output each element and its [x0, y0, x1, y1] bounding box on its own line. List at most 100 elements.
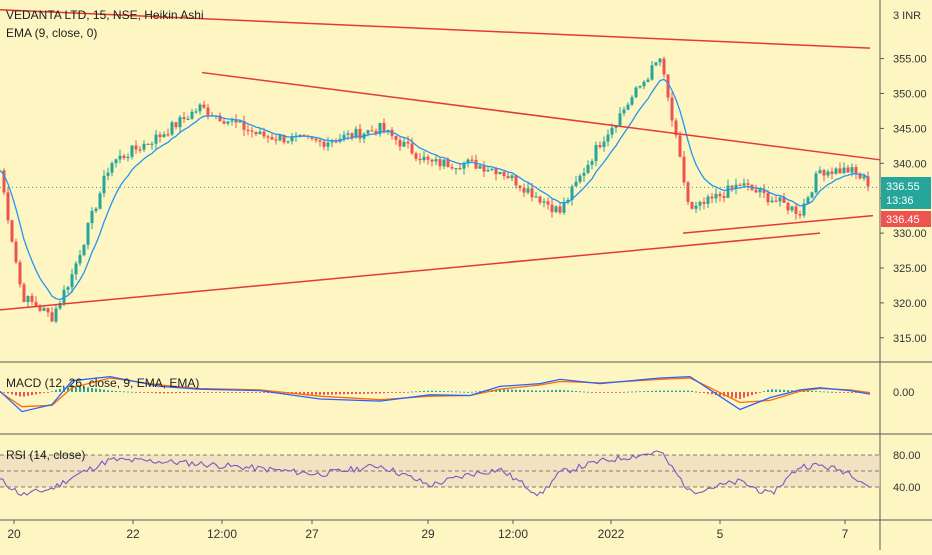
ema-legend[interactable]: EMA (9, close, 0) [6, 26, 98, 40]
macd-histogram-bar [431, 390, 433, 392]
macd-histogram-bar [475, 391, 477, 393]
macd-histogram-bar [535, 390, 537, 392]
candle-body [74, 263, 78, 275]
candle-body [114, 159, 118, 164]
candle-body [34, 301, 38, 307]
rsi-legend[interactable]: RSI (14, close) [6, 448, 86, 462]
macd-histogram-bar [55, 390, 57, 392]
rsi-tick-label: 80.00 [893, 450, 921, 462]
macd-histogram-bar [675, 390, 677, 392]
macd-histogram-bar [139, 392, 141, 393]
macd-histogram-bar [783, 389, 785, 392]
time-tick-label: 7 [842, 527, 849, 541]
macd-histogram-bar [203, 392, 205, 393]
candle-body [310, 136, 314, 139]
candle-body [166, 134, 170, 136]
candle-body [490, 168, 494, 170]
candle-body [862, 176, 866, 179]
time-tick-label: 12:00 [498, 527, 528, 541]
candle-body [726, 185, 730, 198]
macd-histogram-bar [83, 386, 85, 392]
candle-body [762, 189, 766, 193]
macd-histogram-bar [319, 392, 321, 395]
candle-body [506, 176, 510, 179]
time-tick-label: 27 [305, 527, 319, 541]
macd-histogram-bar [587, 391, 589, 393]
macd-histogram-bar [463, 391, 465, 393]
candle-body [410, 143, 414, 154]
candle-body [406, 141, 410, 144]
macd-histogram-bar [731, 392, 733, 398]
candle-body [10, 220, 14, 242]
candle-body [610, 127, 614, 135]
candle-body [666, 74, 670, 98]
candle-body [818, 170, 822, 174]
candle-body [514, 175, 518, 186]
candle-body [590, 161, 594, 165]
macd-histogram-bar [599, 392, 601, 393]
macd-histogram-bar [739, 392, 741, 399]
candle-body [46, 308, 50, 313]
candle-body [198, 104, 202, 112]
macd-histogram-bar [43, 392, 45, 393]
macd-histogram-bar [815, 391, 817, 392]
macd-histogram-bar [183, 392, 185, 393]
candle-body [234, 120, 238, 123]
macd-histogram-bar [703, 392, 705, 393]
macd-histogram-bar [199, 392, 201, 393]
macd-legend[interactable]: MACD (12, 26, close, 9, EMA, EMA) [6, 376, 200, 390]
macd-histogram-bar [539, 390, 541, 392]
candle-body [266, 136, 270, 138]
candle-body [774, 200, 778, 202]
candle-body [462, 162, 466, 169]
macd-histogram-bar [87, 387, 89, 392]
candle-body [630, 97, 634, 105]
macd-histogram-bar [615, 392, 617, 393]
macd-histogram-bar [383, 392, 385, 394]
candle-body [118, 155, 122, 160]
macd-signal-line [0, 377, 871, 408]
candle-body [534, 196, 538, 198]
candle-body [110, 163, 114, 173]
countdown-value: 13:36 [886, 195, 914, 207]
ema-value: 336.45 [886, 214, 920, 226]
macd-histogram-bar [239, 392, 241, 393]
candle-body [646, 79, 650, 82]
currency-label: 3 INR [893, 10, 921, 22]
candle-body [78, 255, 82, 264]
macd-histogram-bar [655, 390, 657, 392]
macd-histogram-bar [771, 389, 773, 392]
candle-body [154, 134, 158, 144]
macd-histogram-bar [747, 392, 749, 397]
candle-body [678, 135, 682, 157]
macd-histogram-bar [103, 389, 105, 392]
macd-histogram-bar [443, 391, 445, 392]
candle-body [798, 213, 802, 216]
macd-histogram-bar [191, 392, 193, 393]
macd-histogram-bar [379, 392, 381, 394]
symbol-title[interactable]: VEDANTA LTD, 15, NSE, Heikin Ashi [6, 8, 204, 22]
candle-body [230, 120, 234, 122]
candle-body [746, 183, 750, 185]
candle-body [638, 86, 642, 88]
time-tick-label: 29 [421, 527, 435, 541]
candle-body [426, 156, 430, 160]
candle-body [546, 201, 550, 205]
candle-body [478, 165, 482, 169]
macd-histogram-bar [627, 391, 629, 393]
candle-body [262, 131, 266, 137]
candle-body [162, 134, 166, 138]
candle-body [502, 171, 506, 177]
macd-histogram-bar [95, 388, 97, 392]
macd-histogram-bar [659, 390, 661, 392]
macd-histogram-bar [619, 392, 621, 393]
candle-body [778, 197, 782, 202]
macd-histogram-bar [375, 392, 377, 394]
macd-histogram-bar [179, 392, 181, 394]
macd-histogram-bar [519, 389, 521, 392]
candle-body [142, 143, 146, 150]
macd-histogram-bar [511, 389, 513, 392]
candle-body [742, 183, 746, 186]
candle-body [486, 169, 490, 172]
